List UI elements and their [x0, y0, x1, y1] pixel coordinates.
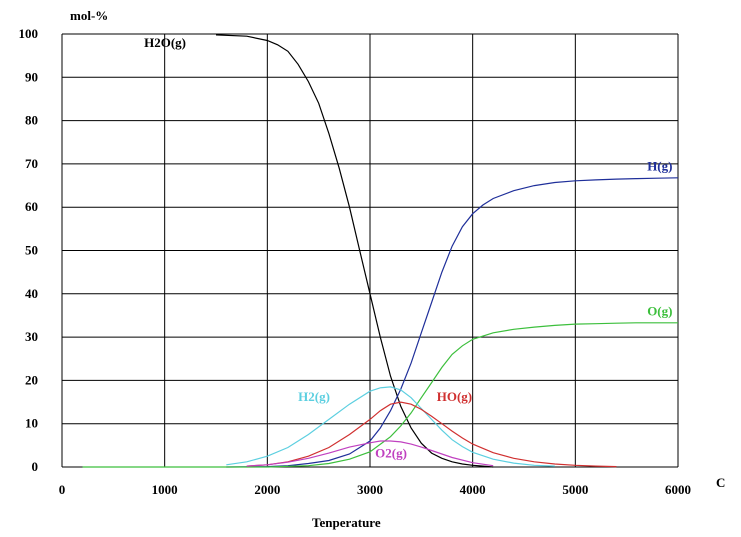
x-tick-label: 6000	[665, 482, 691, 497]
x-axis-label: Tenperature	[312, 515, 381, 530]
y-tick-label: 50	[25, 243, 38, 258]
x-tick-label: 3000	[357, 482, 383, 497]
grid-lines	[61, 33, 679, 468]
x-tick-label: 1000	[152, 482, 178, 497]
x-tick-label: 0	[59, 482, 66, 497]
series-label: H2(g)	[298, 389, 330, 404]
series-label: HO(g)	[437, 389, 472, 404]
y-tick-label: 0	[32, 459, 39, 474]
x-tick-labels: 0 1000 2000 3000 4000 5000 6000	[59, 482, 691, 497]
y-tick-label: 100	[19, 26, 39, 41]
x-axis-unit: C	[716, 475, 725, 490]
y-tick-label: 70	[25, 156, 38, 171]
series-line-o2-g	[246, 440, 494, 467]
y-tick-label: 60	[25, 199, 38, 214]
x-tick-label: 5000	[562, 482, 588, 497]
series-labels: H2O(g) H(g) O(g) H2(g) HO(g) O2(g)	[144, 35, 672, 460]
x-tick-label: 4000	[460, 482, 486, 497]
y-axis-label: mol-%	[70, 8, 108, 23]
series-label: O2(g)	[375, 445, 407, 460]
series-line-h2o-g	[215, 34, 494, 468]
y-tick-label: 90	[25, 69, 38, 84]
y-tick-labels: 0 10 20 30 40 50 60 70 80 90 100	[19, 26, 39, 474]
series-lines	[82, 34, 679, 468]
y-tick-label: 30	[25, 329, 38, 344]
series-label: H2O(g)	[144, 35, 186, 50]
y-tick-label: 20	[25, 372, 38, 387]
series-label: H(g)	[647, 158, 672, 173]
x-tick-label: 2000	[254, 482, 280, 497]
series-label: O(g)	[647, 303, 672, 318]
y-tick-label: 40	[25, 286, 38, 301]
series-line-h2-g	[226, 386, 555, 467]
series-line-o-g	[82, 322, 678, 468]
y-tick-label: 80	[25, 113, 38, 128]
series-line-h-g	[226, 177, 679, 468]
series-line-ho-g	[246, 401, 617, 468]
y-tick-label: 10	[25, 416, 38, 431]
